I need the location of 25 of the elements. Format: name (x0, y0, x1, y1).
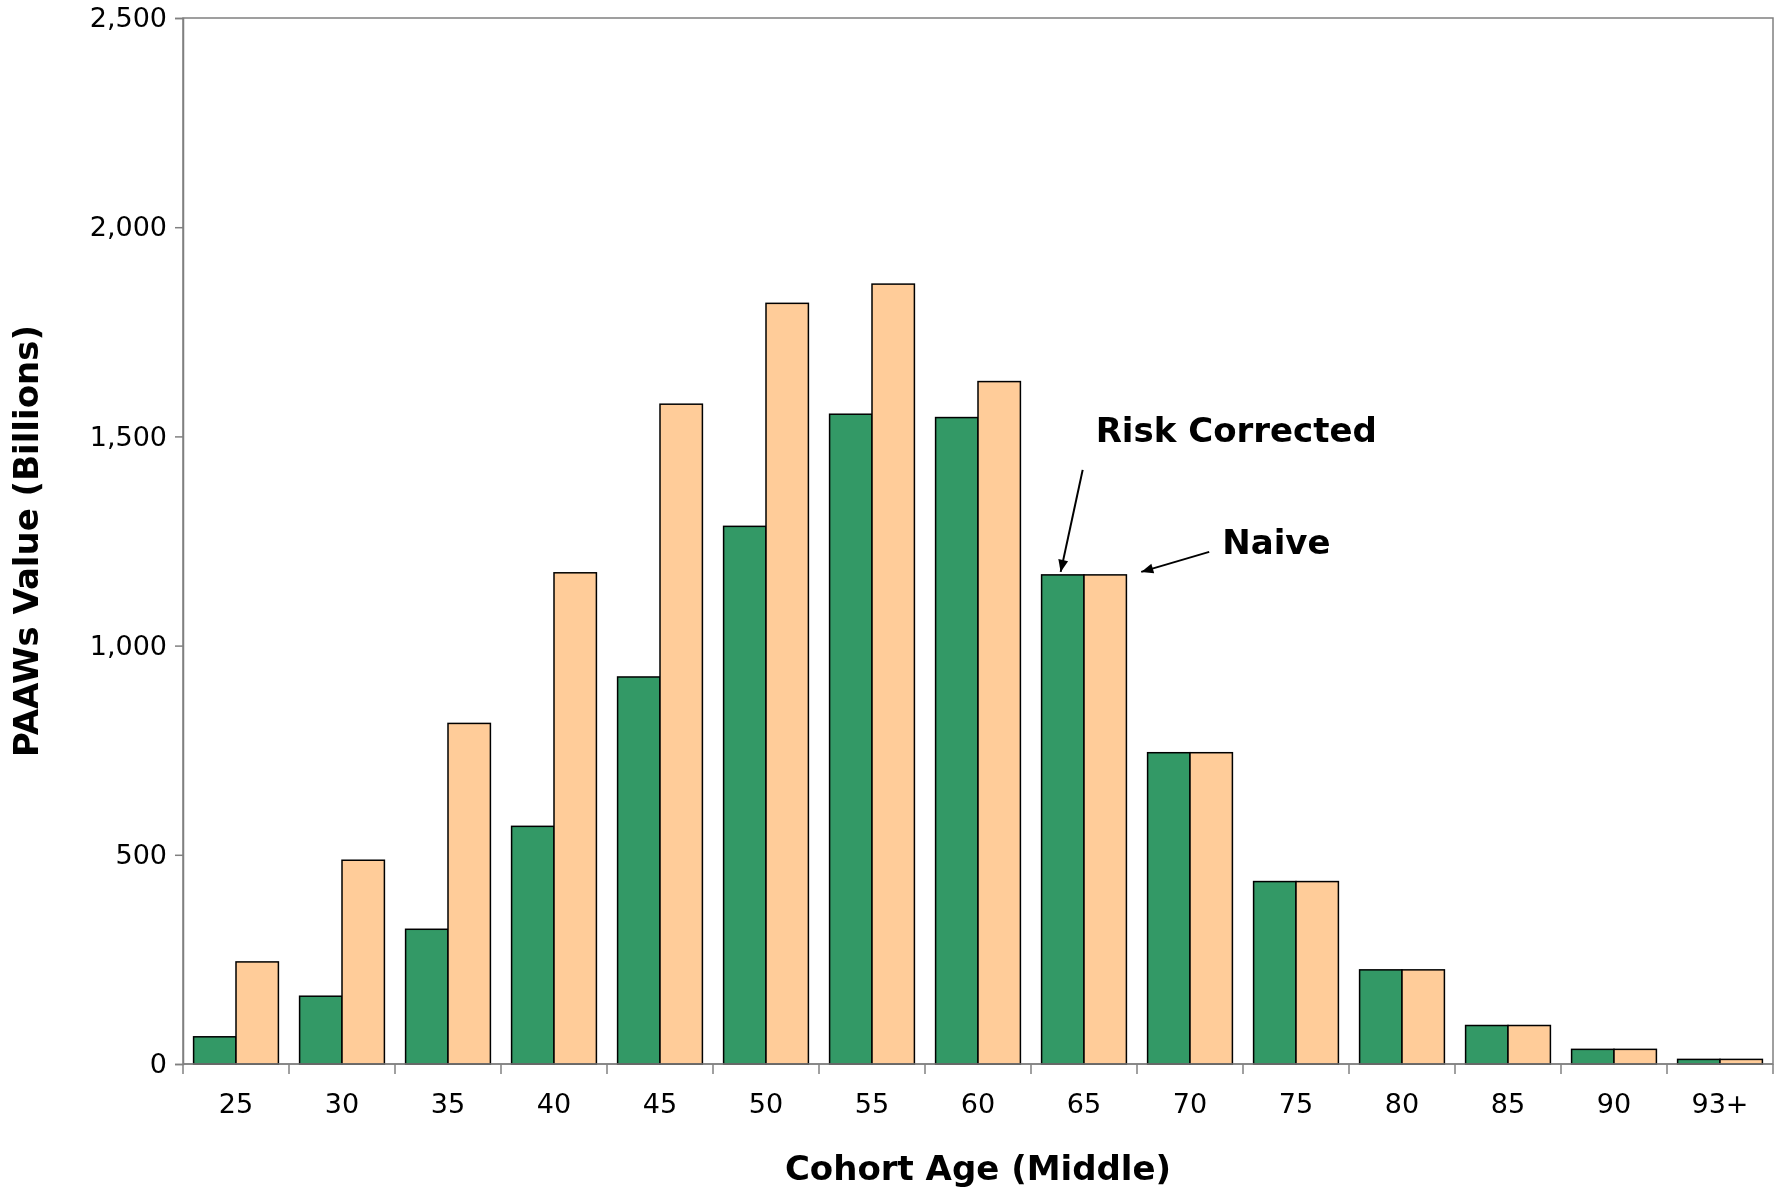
x-tick-label: 35 (430, 1088, 466, 1120)
y-tick-label: 0 (149, 1048, 167, 1080)
x-tick-label: 45 (642, 1088, 678, 1120)
x-tick-label: 80 (1384, 1088, 1420, 1120)
y-tick-label: 1,500 (89, 420, 167, 452)
x-axis-title: Cohort Age (Middle) (784, 1148, 1172, 1188)
y-axis-title: PAAWs Value (Billions) (6, 324, 46, 758)
x-tick-label: 50 (748, 1088, 784, 1120)
x-tick-label: 25 (218, 1088, 254, 1120)
x-tick-label: 60 (960, 1088, 996, 1120)
x-tick-label: 90 (1596, 1088, 1632, 1120)
legend-label: Naive (1222, 521, 1331, 562)
y-tick-label: 2,500 (89, 2, 167, 34)
x-tick-label: 70 (1172, 1088, 1208, 1120)
x-tick-label: 40 (536, 1088, 572, 1120)
x-tick-label: 55 (854, 1088, 890, 1120)
x-tick-label: 30 (324, 1088, 360, 1120)
x-tick-label: 85 (1490, 1088, 1526, 1120)
y-tick-label: 1,000 (89, 629, 167, 661)
y-tick-label: 500 (115, 838, 167, 870)
x-tick-label: 75 (1278, 1088, 1314, 1120)
x-tick-label: 65 (1066, 1088, 1102, 1120)
y-tick-label: 2,000 (89, 211, 167, 243)
x-tick-label: 93+ (1691, 1088, 1749, 1120)
text: Risk Corrected (1095, 409, 1377, 450)
